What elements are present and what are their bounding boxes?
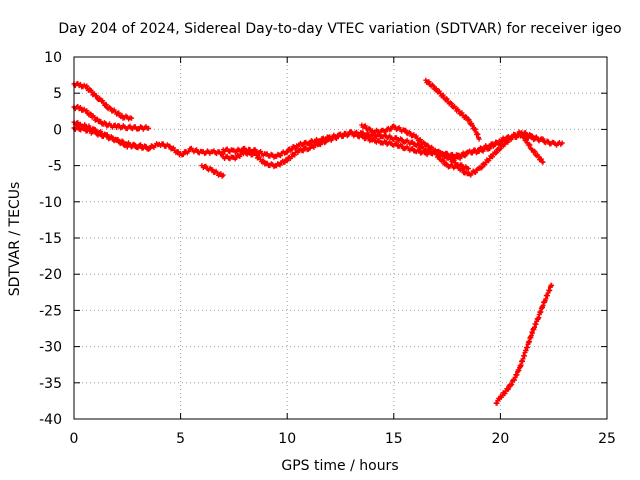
y-tick-label: -15 — [39, 231, 62, 247]
x-tick-label: 0 — [70, 431, 79, 447]
y-tick-label: -5 — [48, 159, 62, 175]
x-tick-label: 10 — [278, 431, 296, 447]
plot-frame — [73, 56, 608, 420]
x-tick-label: 5 — [176, 431, 185, 447]
x-tick-label: 25 — [598, 431, 616, 447]
y-tick-label: -25 — [39, 303, 62, 319]
x-tick-label: 20 — [491, 431, 509, 447]
series-markers — [199, 163, 226, 179]
series-track-a — [71, 80, 135, 122]
y-tick-label: -10 — [39, 195, 62, 211]
series-track-c — [71, 119, 226, 158]
series-track-j — [433, 131, 546, 178]
series-markers — [423, 77, 482, 142]
series-markers — [433, 131, 546, 178]
y-tick-label: -30 — [39, 340, 62, 356]
y-tick-label: 10 — [44, 50, 62, 66]
x-axis-label: GPS time / hours — [281, 458, 398, 474]
y-axis-label: SDTVAR / TECUs — [7, 182, 23, 297]
grid — [74, 57, 607, 419]
series-markers — [71, 80, 135, 122]
series-markers — [493, 282, 555, 406]
series-markers — [71, 119, 226, 158]
y-tick-label: -20 — [39, 267, 62, 283]
x-tick-label: 15 — [385, 431, 403, 447]
chart-title: Day 204 of 2024, Sidereal Day-to-day VTE… — [58, 21, 621, 37]
y-tick-label: -35 — [39, 376, 62, 392]
data-series — [71, 77, 565, 406]
y-tick-label: 0 — [53, 122, 62, 138]
series-track-i — [423, 77, 482, 142]
series-track-e — [199, 163, 226, 179]
series-track-k — [493, 282, 555, 406]
axis-ticks: 0 5 10 15 20 25 10 5 0 -5 -10 -15 -20 -25 -30 -35 -40 — [39, 50, 616, 447]
y-tick-label: 5 — [53, 86, 62, 102]
y-tick-label: -40 — [39, 412, 62, 428]
